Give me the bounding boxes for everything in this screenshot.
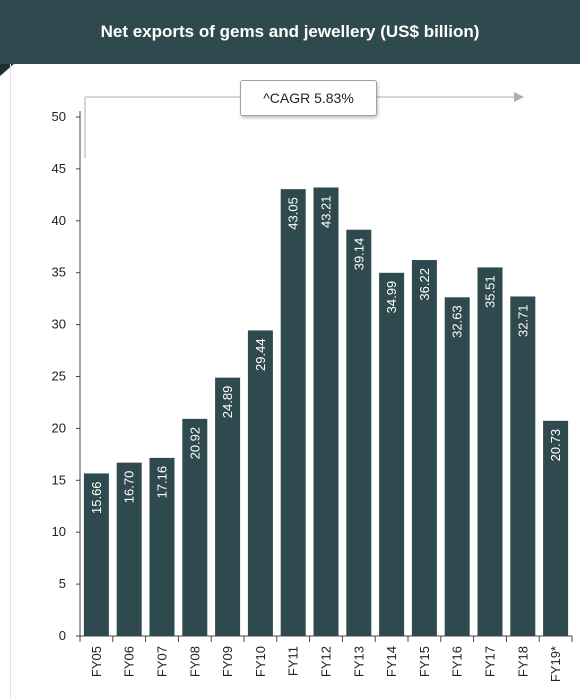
cagr-annotation: ^CAGR 5.83%: [240, 80, 377, 116]
bar-fy19: [543, 420, 569, 636]
x-tick-label: FY15: [417, 646, 432, 677]
y-tick-label: 15: [52, 472, 66, 487]
x-tick-label: FY14: [384, 646, 399, 677]
bar-value-label: 16.70: [122, 471, 137, 504]
bar-value-label: 20.92: [187, 427, 202, 460]
x-tick-label: FY19*: [548, 646, 563, 682]
x-tick-label: FY08: [187, 646, 202, 677]
bar-fy16: [444, 297, 470, 636]
bar-value-label: 34.99: [384, 281, 399, 314]
y-tick-label: 5: [59, 576, 66, 591]
y-tick-label: 45: [52, 161, 66, 176]
bar-fy05: [83, 473, 109, 636]
bar-value-label: 29.44: [253, 338, 268, 371]
bar-value-label: 43.05: [286, 197, 301, 230]
bar-fy18: [510, 296, 536, 636]
bar-value-label: 39.14: [351, 238, 366, 271]
x-tick-label: FY11: [286, 646, 301, 676]
bar-value-label: 24.89: [220, 386, 235, 419]
x-tick-label: FY09: [220, 646, 235, 677]
x-tick-label: FY07: [155, 646, 170, 677]
bar-value-label: 20.73: [548, 429, 563, 462]
bar-value-label: 35.51: [483, 275, 498, 308]
y-tick-label: 30: [52, 317, 66, 332]
bar-value-label: 32.63: [450, 305, 465, 338]
x-tick-label: FY12: [319, 646, 334, 677]
labels: 0 5 10 15 20 25 30 35 40 45 50 15.66 FY05 16.70 FY06 17…: [52, 109, 564, 682]
y-tick-label: 40: [52, 213, 66, 228]
y-tick-label: 50: [52, 109, 66, 124]
bar-fy11: [280, 189, 306, 637]
chart-header: [0, 0, 580, 64]
bar-fy14: [379, 272, 405, 636]
x-tick-label: FY10: [253, 646, 268, 677]
x-tick-label: FY13: [351, 646, 366, 677]
bar-value-label: 17.16: [155, 466, 170, 499]
y-tick-label: 0: [59, 628, 66, 643]
bar-value-label: 32.71: [515, 304, 530, 337]
x-tick-label: FY18: [515, 646, 530, 677]
x-tick-label: FY17: [483, 646, 498, 677]
bar-fy17: [477, 267, 503, 636]
bar-value-label: 15.66: [89, 481, 104, 514]
bar-fy13: [346, 229, 372, 636]
bar-fy12: [313, 187, 339, 636]
bar-fy08: [182, 418, 208, 636]
bar-value-label: 43.21: [319, 195, 334, 228]
y-tick-label: 10: [52, 524, 66, 539]
bar-fy15: [411, 260, 437, 636]
bar-fy09: [215, 377, 241, 636]
x-tick-label: FY05: [89, 646, 104, 677]
y-tick-label: 25: [52, 369, 66, 384]
bar-value-label: 36.22: [417, 268, 432, 301]
cagr-arrow-head: [514, 92, 524, 102]
bar-fy10: [247, 330, 273, 636]
bar-fy06: [116, 462, 142, 636]
chart-title: Net exports of gems and jewellery (US$ b…: [100, 22, 480, 41]
bars: [83, 187, 569, 637]
x-tick-label: FY06: [122, 646, 137, 677]
x-tick-label: FY16: [450, 646, 465, 677]
bar-fy07: [149, 457, 175, 636]
chart-frame: [10, 64, 580, 698]
y-tick-label: 20: [52, 420, 66, 435]
y-tick-label: 35: [52, 265, 66, 280]
